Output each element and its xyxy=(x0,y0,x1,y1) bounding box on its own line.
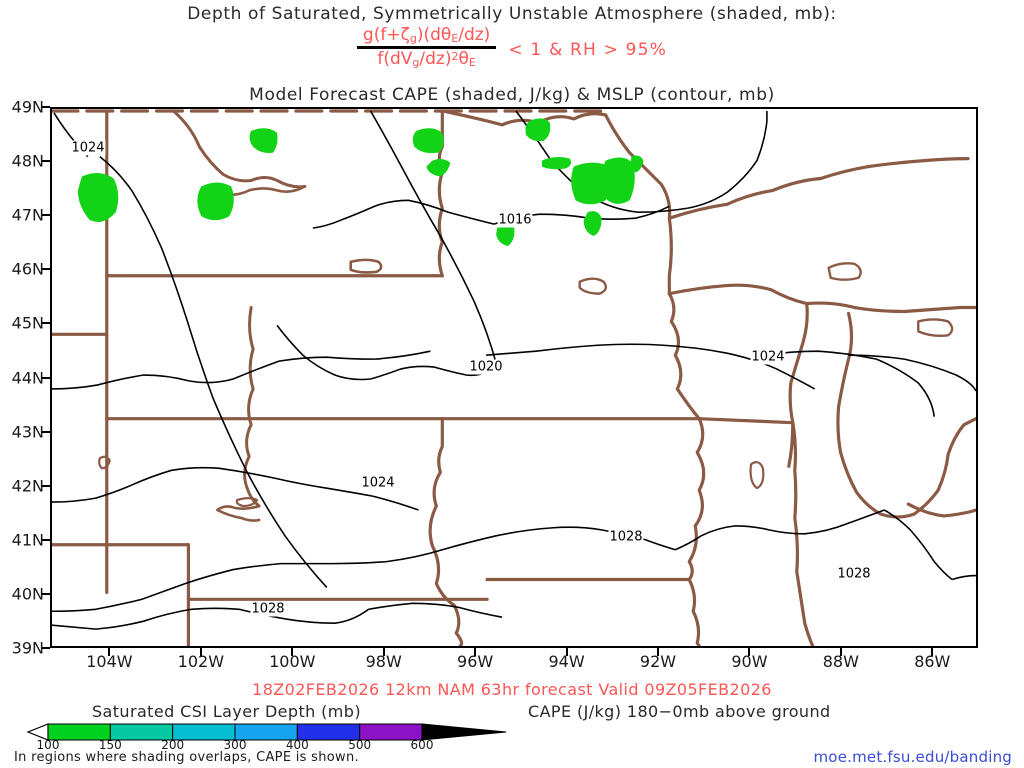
colorbar[interactable] xyxy=(26,721,508,743)
mslp-contour-layer xyxy=(52,110,976,630)
cape-subtitle: Model Forecast CAPE (shaded, J/kg) & MSL… xyxy=(249,85,775,105)
colorbar-tick-label: 150 xyxy=(98,738,122,752)
mslp-contour-label: 1028 xyxy=(250,601,286,617)
mslp-contour-label: 1016 xyxy=(497,212,533,228)
lon-tick-label: 86W xyxy=(914,652,951,671)
lat-tick xyxy=(42,106,50,108)
lon-tick xyxy=(474,648,477,656)
mslp-contour-label: 1028 xyxy=(836,566,872,582)
legend-title-cape: CAPE (J/kg) 180−0mb above ground xyxy=(528,702,831,721)
lat-tick xyxy=(42,160,50,163)
lat-tick-label: 46N xyxy=(11,259,44,279)
lon-tick-label: 104W xyxy=(86,652,133,671)
colorbar-tick-label: 400 xyxy=(285,738,309,752)
lon-tick-label: 90W xyxy=(731,652,768,671)
forecast-map[interactable]: 1024 1016 1020 1024 1024 1028 1028 1028 xyxy=(50,107,978,648)
lat-tick-label: 39N xyxy=(11,638,44,658)
lon-tick xyxy=(108,648,111,656)
fraction-bar xyxy=(356,45,497,49)
map-graphic xyxy=(52,109,976,646)
lon-tick xyxy=(839,648,842,656)
csi-criterion-formula: g(f+ζg)(dθE/dz) f(dVg/dz)2θE < 1 & RH > … xyxy=(0,26,1024,69)
lat-tick xyxy=(42,538,50,541)
page-title: Depth of Saturated, Symmetrically Unstab… xyxy=(187,4,837,24)
lat-tick xyxy=(42,214,50,217)
colorbar-tick-label: 200 xyxy=(161,738,185,752)
lon-tick xyxy=(931,648,934,656)
lat-tick-label: 43N xyxy=(11,422,44,442)
lon-tick xyxy=(199,648,202,656)
lon-tick-label: 98W xyxy=(365,652,402,671)
lat-tick xyxy=(42,376,50,379)
lat-tick xyxy=(42,484,50,487)
formula-fraction: g(f+ζg)(dθE/dz) f(dVg/dz)2θE xyxy=(356,25,497,69)
state-borders-layer xyxy=(52,109,976,646)
mslp-contour-label: 1024 xyxy=(360,475,396,491)
lon-tick xyxy=(291,648,294,656)
lat-tick xyxy=(42,322,50,325)
lat-tick-label: 40N xyxy=(11,584,44,604)
lon-tick-label: 96W xyxy=(457,652,494,671)
formula-denominator: f(dVg/dz)2θE xyxy=(377,48,476,69)
lon-tick-label: 94W xyxy=(548,652,585,671)
lon-tick-label: 92W xyxy=(639,652,677,671)
lon-tick xyxy=(748,648,751,656)
lon-tick xyxy=(565,648,568,656)
colorbar-tick-label: 500 xyxy=(348,738,372,752)
mslp-contour-label: 1020 xyxy=(468,359,504,375)
lat-tick xyxy=(42,430,50,433)
formula-numerator: g(f+ζg)(dθE/dz) xyxy=(362,25,491,45)
source-url[interactable]: moe.met.fsu.edu/banding xyxy=(813,748,1012,766)
legend-titles: Saturated CSI Layer Depth (mb) CAPE (J/k… xyxy=(0,702,1024,722)
lon-tick-label: 88W xyxy=(822,652,859,671)
colorbar-tick-label: 100 xyxy=(36,738,60,752)
lon-tick xyxy=(657,648,659,656)
lat-tick-label: 48N xyxy=(11,151,44,171)
lat-tick-label: 41N xyxy=(11,530,44,550)
lat-tick xyxy=(42,592,50,595)
lat-tick-label: 42N xyxy=(11,476,44,496)
colorbar-tick-label: 300 xyxy=(223,738,247,752)
overlap-note: In regions where shading overlaps, CAPE … xyxy=(14,750,359,765)
lon-tick xyxy=(382,648,385,656)
forecast-valid-line: 18Z02FEB2026 12km NAM 63hr forecast Vali… xyxy=(252,680,772,699)
lat-tick-label: 45N xyxy=(11,313,44,333)
colorbar-graphic xyxy=(26,723,507,741)
lat-tick xyxy=(42,647,50,649)
lon-tick-label: 100W xyxy=(269,652,316,671)
mslp-contour-label: 1024 xyxy=(70,140,106,156)
mslp-contour-label: 1024 xyxy=(750,349,786,365)
colorbar-high-tail xyxy=(421,723,507,741)
lat-tick xyxy=(42,268,50,271)
legend-title-csi: Saturated CSI Layer Depth (mb) xyxy=(92,702,361,721)
csi-shading-layer xyxy=(77,118,644,246)
lat-tick-label: 44N xyxy=(11,368,44,387)
mslp-contour-label: 1028 xyxy=(608,529,644,545)
formula-inequality: < 1 & RH > 95% xyxy=(508,40,668,61)
colorbar-tick-label: 600 xyxy=(410,738,434,752)
lon-tick-label: 102W xyxy=(177,652,225,671)
lat-tick-label: 47N xyxy=(11,205,44,225)
